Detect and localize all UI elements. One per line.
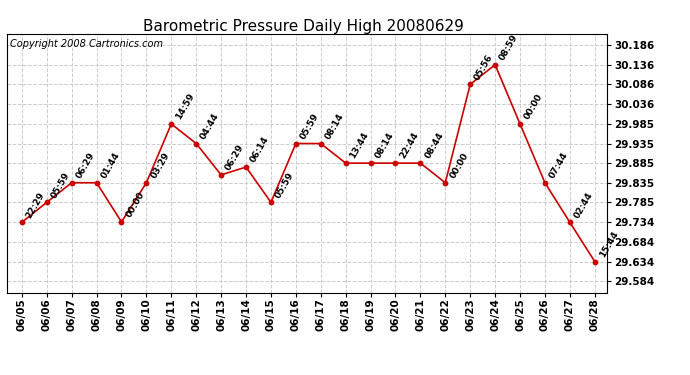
- Text: 08:14: 08:14: [324, 111, 346, 141]
- Point: [515, 121, 526, 127]
- Point: [315, 141, 326, 147]
- Text: 06:29: 06:29: [224, 143, 246, 172]
- Text: 22:44: 22:44: [398, 131, 420, 160]
- Text: 06:14: 06:14: [249, 135, 271, 164]
- Point: [390, 160, 401, 166]
- Text: Barometric Pressure Daily High 20080629: Barometric Pressure Daily High 20080629: [143, 19, 464, 34]
- Text: 00:00: 00:00: [448, 151, 470, 180]
- Point: [91, 180, 102, 186]
- Text: 06:29: 06:29: [75, 151, 97, 180]
- Point: [41, 200, 52, 206]
- Point: [141, 180, 152, 186]
- Text: 02:44: 02:44: [573, 190, 595, 219]
- Text: 07:44: 07:44: [548, 150, 570, 180]
- Text: 04:44: 04:44: [199, 111, 221, 141]
- Point: [17, 219, 28, 225]
- Point: [290, 141, 302, 147]
- Text: 08:14: 08:14: [373, 131, 395, 160]
- Text: 05:59: 05:59: [274, 170, 296, 200]
- Point: [166, 121, 177, 127]
- Text: 03:29: 03:29: [149, 151, 171, 180]
- Point: [540, 180, 551, 186]
- Point: [241, 164, 252, 170]
- Point: [365, 160, 376, 166]
- Text: 05:59: 05:59: [299, 111, 321, 141]
- Point: [440, 180, 451, 186]
- Point: [415, 160, 426, 166]
- Text: 08:44: 08:44: [423, 131, 445, 160]
- Text: 14:59: 14:59: [174, 92, 197, 121]
- Text: 00:00: 00:00: [124, 190, 146, 219]
- Point: [340, 160, 351, 166]
- Point: [589, 258, 600, 264]
- Text: 22:29: 22:29: [25, 190, 47, 219]
- Text: 01:44: 01:44: [99, 150, 121, 180]
- Text: 08:59: 08:59: [498, 33, 520, 62]
- Text: 00:00: 00:00: [523, 92, 544, 121]
- Text: Copyright 2008 Cartronics.com: Copyright 2008 Cartronics.com: [10, 39, 163, 49]
- Text: 05:56: 05:56: [473, 53, 495, 81]
- Text: 15:44: 15:44: [598, 229, 620, 259]
- Point: [215, 172, 226, 178]
- Text: 13:44: 13:44: [348, 131, 371, 160]
- Point: [464, 81, 475, 87]
- Point: [564, 219, 575, 225]
- Point: [266, 200, 277, 206]
- Text: 05:59: 05:59: [50, 170, 72, 200]
- Point: [190, 141, 201, 147]
- Point: [116, 219, 127, 225]
- Point: [490, 62, 501, 68]
- Point: [66, 180, 77, 186]
